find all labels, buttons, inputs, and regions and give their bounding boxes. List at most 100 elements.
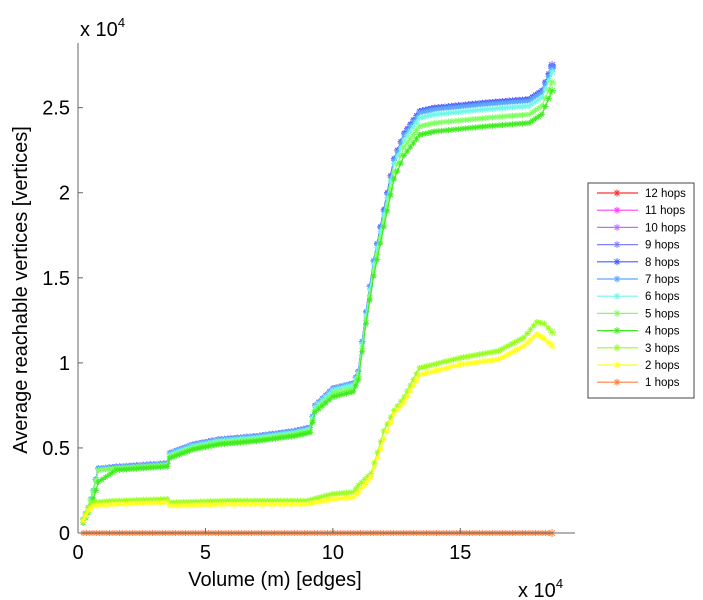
series-10-hops [80,61,557,523]
y-axis-label: Average reachable vertices [vertices] [10,126,32,454]
data-point-marker [538,111,545,118]
data-point-marker [542,95,549,102]
series-line [82,321,553,520]
legend-marker-icon [613,292,621,300]
data-point-marker [82,512,89,519]
data-point-marker [532,115,539,122]
data-point-marker [526,111,533,118]
data-point-marker [380,436,387,443]
series-5-hops [80,78,557,523]
legend-marker-icon [613,378,621,386]
series-11-hops [80,61,557,523]
data-point-marker [98,476,105,483]
data-point-marker [529,109,536,116]
data-point-marker [384,207,391,214]
series-line [82,66,553,520]
data-point-marker [340,391,347,398]
data-point-marker [416,131,423,138]
data-point-marker [410,123,417,130]
data-point-marker [529,100,536,107]
legend-marker-icon [613,361,621,369]
data-point-marker [387,191,394,198]
data-point-marker [370,273,377,280]
legend-label: 11 hops [645,205,685,217]
legend-marker-icon [613,258,621,266]
data-point-marker [407,144,414,151]
x-tick-label: 15 [449,542,471,564]
data-point-marker [410,140,417,147]
series-line [82,90,553,524]
data-point-marker [387,419,394,426]
legend-label: 5 hops [645,308,680,320]
data-point-marker [377,240,384,247]
data-point-marker [164,463,171,470]
x-tick-label: 0 [72,542,83,564]
series-line [82,68,553,520]
legend-label: 7 hops [645,274,680,286]
y-tick-label: 2 [59,183,70,205]
legend-label: 6 hops [645,291,680,303]
data-point-marker [548,86,557,95]
legend-marker-icon [613,206,621,214]
data-point-marker [535,96,542,103]
plot-area [80,61,557,537]
data-point-marker [120,466,127,473]
legend-label: 1 hops [645,377,680,389]
x-tick-label: 5 [200,542,211,564]
data-point-marker [306,429,313,436]
data-point-marker [535,113,542,120]
legend-label: 12 hops [645,188,686,200]
series-line [82,64,553,520]
legend-marker-icon [613,327,621,335]
ticks: 0 5 10 15 0 0.5 1 1.5 2 2.5 [42,98,471,564]
y-tick-label: 0 [59,523,70,545]
legend-marker-icon [613,344,621,352]
data-point-marker [196,445,203,452]
series-7-hops [80,64,557,523]
legend-label: 9 hops [645,240,680,252]
data-point-marker [319,403,326,410]
series-6-hops [80,67,557,523]
legend-marker-icon [613,309,621,317]
x-multiplier: x 104 [518,576,563,600]
data-point-marker [529,117,536,124]
data-point-marker [384,427,391,434]
data-point-marker [366,296,373,303]
data-point-marker [391,176,398,183]
data-point-marker [363,320,370,327]
data-point-marker [401,152,408,159]
data-point-marker [377,445,384,452]
data-point-marker [355,376,362,383]
series-line [82,64,553,520]
data-point-marker [532,107,539,114]
data-point-marker [394,168,401,175]
series-line [82,81,553,520]
series-9-hops [80,61,557,523]
legend-label: 10 hops [645,222,686,234]
data-point-marker [526,102,533,109]
data-point-marker [371,464,378,471]
series-12-hops [80,61,557,523]
legend-marker-icon [613,241,621,249]
data-point-marker [545,95,552,102]
series-line [82,64,553,520]
data-point-marker [407,135,414,142]
data-point-marker [410,382,417,389]
series-4-hops [80,86,557,526]
data-point-marker [548,341,557,350]
x-tick-label: 10 [322,542,344,564]
data-point-marker [329,393,336,400]
data-point-marker [109,469,116,476]
data-point-marker [404,139,411,146]
data-point-marker [350,388,357,395]
data-point-marker [542,103,549,110]
data-point-marker [309,419,316,426]
y-multiplier: x 104 [80,15,125,41]
data-point-marker [404,393,411,400]
data-point-marker [535,105,542,112]
data-point-marker [401,398,408,405]
data-point-marker [413,119,420,126]
data-point-marker [359,348,366,355]
legend-label: 2 hops [645,360,680,372]
